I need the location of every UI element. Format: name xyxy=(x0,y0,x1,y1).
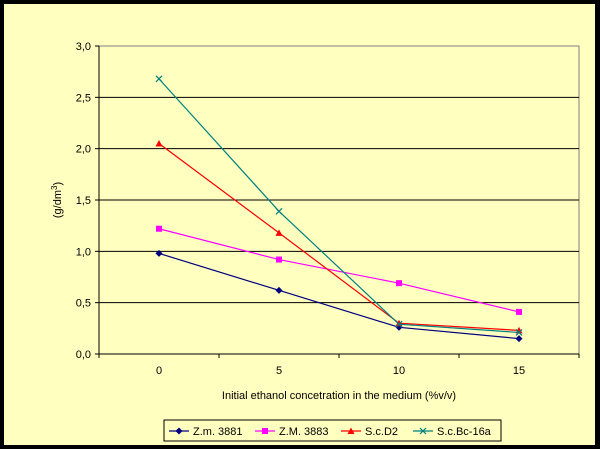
data-point xyxy=(275,207,283,215)
data-point xyxy=(155,140,163,147)
data-point xyxy=(275,286,283,294)
legend-label: Z.m. 3881 xyxy=(193,426,243,438)
y-tick-label: 0,0 xyxy=(76,349,91,361)
data-point xyxy=(155,75,163,83)
legend-item: Z.m. 3881 xyxy=(169,426,243,438)
y-tick-label: 1,5 xyxy=(76,195,91,207)
x-tick-label: 15 xyxy=(513,365,525,377)
y-axis-title: (g/dm3) xyxy=(50,182,64,218)
legend-marker xyxy=(347,427,355,434)
legend: Z.m. 3881 Z.M. 3883 S.c.D2 S.c.Bc-16a xyxy=(163,419,502,442)
chart-area: 0,0 0,5 1,0 1,5 2,0 2,5 3,0 0 5 10 15 Initial eth… xyxy=(3,3,596,446)
data-point xyxy=(155,249,163,257)
series-line xyxy=(158,252,520,340)
x-tick-label: 10 xyxy=(393,365,405,377)
data-point xyxy=(275,229,283,236)
data-point xyxy=(515,335,523,343)
legend-item: Z.M. 3883 xyxy=(255,426,329,438)
series-line xyxy=(158,143,520,331)
data-point xyxy=(276,256,282,263)
series-4 xyxy=(155,75,523,336)
x-tick-label: 0 xyxy=(156,365,162,377)
legend-item: S.c.D2 xyxy=(341,426,398,438)
legend-item: S.c.Bc-16a xyxy=(413,426,492,438)
y-tick-label: 0,5 xyxy=(76,298,91,310)
data-point xyxy=(515,329,523,336)
legend-label: S.c.Bc-16a xyxy=(437,426,492,438)
legend-label: Z.M. 3883 xyxy=(279,426,329,438)
data-point xyxy=(395,320,403,328)
series-group xyxy=(155,75,523,343)
legend-label: S.c.D2 xyxy=(365,426,398,438)
gridlines xyxy=(99,96,579,304)
y-axis-ticks: 0,0 0,5 1,0 1,5 2,0 2,5 3,0 xyxy=(76,41,100,361)
legend-marker xyxy=(262,428,268,434)
y-tick-label: 2,0 xyxy=(76,144,91,156)
x-tick-label: 5 xyxy=(276,365,282,377)
data-point xyxy=(516,308,522,315)
series-2 xyxy=(156,225,522,315)
x-axis-title: Initial ethanol concetration in the medi… xyxy=(222,390,456,402)
legend-box xyxy=(163,419,502,442)
legend-marker xyxy=(419,427,427,435)
data-point xyxy=(396,280,402,287)
series-line xyxy=(158,228,520,313)
series-1 xyxy=(155,249,523,343)
y-tick-label: 1,0 xyxy=(76,246,91,258)
y-tick-label: 3,0 xyxy=(76,41,91,53)
y-tick-label: 2,5 xyxy=(76,92,91,104)
series-line xyxy=(158,78,520,334)
legend-marker xyxy=(175,427,183,435)
data-point xyxy=(156,225,162,232)
line-chart: 0,0 0,5 1,0 1,5 2,0 2,5 3,0 0 5 10 15 Initial eth… xyxy=(50,41,580,442)
x-axis-ticks: 0 5 10 15 xyxy=(98,353,580,377)
